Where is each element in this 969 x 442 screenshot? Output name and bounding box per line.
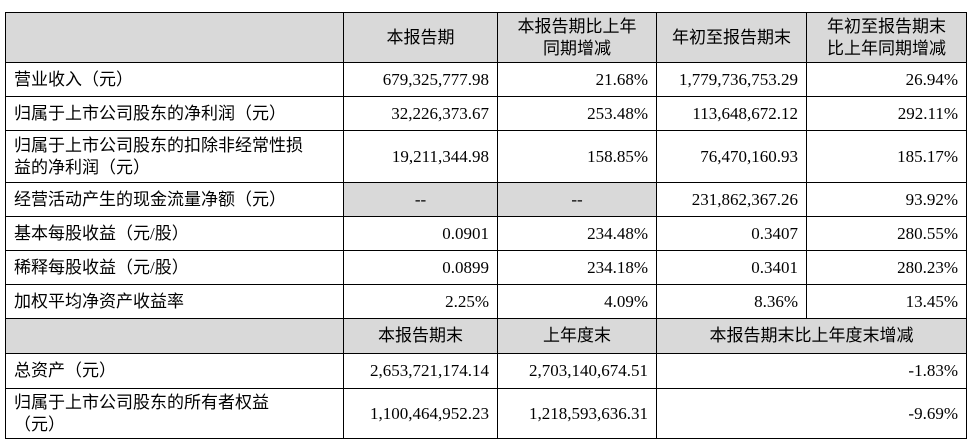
header-cell: 上年度末 <box>497 318 657 354</box>
header-cell: 本报告期末 <box>343 318 498 354</box>
header-cell <box>5 12 344 63</box>
value-cell: -- <box>497 182 657 217</box>
value-cell: 280.23% <box>806 250 967 285</box>
table-body: 本报告期 本报告期比上年 同期增减 年初至报告期末 年初至报告期末 比上年同期增减 营业… <box>5 12 967 439</box>
value-cell: 292.11% <box>806 96 967 131</box>
row-label: 归属于上市公司股东的净利润（元） <box>5 96 344 131</box>
value-cell: 2.25% <box>343 284 498 319</box>
value-cell: 0.0899 <box>343 250 498 285</box>
data-row: 稀释每股收益（元/股） 0.0899 234.18% 0.3401 280.23% <box>5 250 967 285</box>
value-cell: 1,779,736,753.29 <box>656 62 807 97</box>
value-cell: 234.18% <box>497 250 657 285</box>
value-cell: 1,100,464,952.23 <box>343 388 498 439</box>
value-cell: 8.36% <box>656 284 807 319</box>
value-cell: 280.55% <box>806 216 967 251</box>
value-cell: 2,703,140,674.51 <box>497 353 657 389</box>
header-cell: 年初至报告期末 <box>656 12 807 63</box>
data-row: 加权平均净资产收益率 2.25% 4.09% 8.36% 13.45% <box>5 284 967 319</box>
data-row: 归属于上市公司股东的所有者权益 （元） 1,100,464,952.23 1,218… <box>5 388 967 439</box>
row-label: 基本每股收益（元/股） <box>5 216 344 251</box>
row-label: 加权平均净资产收益率 <box>5 284 344 319</box>
value-cell: 93.92% <box>806 182 967 217</box>
financial-table: 本报告期 本报告期比上年 同期增减 年初至报告期末 年初至报告期末 比上年同期增减 营业… <box>5 12 967 439</box>
value-cell: 679,325,777.98 <box>343 62 498 97</box>
row-label: 归属于上市公司股东的所有者权益 （元） <box>5 388 344 439</box>
value-cell: 2,653,721,174.14 <box>343 353 498 389</box>
header-row: 本报告期 本报告期比上年 同期增减 年初至报告期末 年初至报告期末 比上年同期增减 <box>5 12 967 63</box>
row-label: 经营活动产生的现金流量净额（元） <box>5 182 344 217</box>
value-cell: 26.94% <box>806 62 967 97</box>
value-cell: 234.48% <box>497 216 657 251</box>
value-cell: 113,648,672.12 <box>656 96 807 131</box>
value-cell: 21.68% <box>497 62 657 97</box>
data-row: 经营活动产生的现金流量净额（元） -- -- 231,862,367.26 93.92% <box>5 182 967 217</box>
value-cell: 19,211,344.98 <box>343 130 498 183</box>
value-cell: -1.83% <box>656 353 967 389</box>
value-cell: 0.3407 <box>656 216 807 251</box>
row-label: 营业收入（元） <box>5 62 344 97</box>
value-cell: -9.69% <box>656 388 967 439</box>
header-cell: 本报告期末比上年度末增减 <box>656 318 967 354</box>
row-label: 稀释每股收益（元/股） <box>5 250 344 285</box>
value-cell: 1,218,593,636.31 <box>497 388 657 439</box>
row-label: 归属于上市公司股东的扣除非经常性损 益的净利润（元） <box>5 130 344 183</box>
value-cell: 185.17% <box>806 130 967 183</box>
data-row: 归属于上市公司股东的扣除非经常性损 益的净利润（元） 19,211,344.98 1… <box>5 130 967 183</box>
row-label: 总资产（元） <box>5 353 344 389</box>
value-cell: 76,470,160.93 <box>656 130 807 183</box>
value-cell: 32,226,373.67 <box>343 96 498 131</box>
value-cell: 231,862,367.26 <box>656 182 807 217</box>
header-cell: 本报告期比上年 同期增减 <box>497 12 657 63</box>
header-cell <box>5 318 344 354</box>
value-cell: 0.3401 <box>656 250 807 285</box>
value-cell: 4.09% <box>497 284 657 319</box>
value-cell: 253.48% <box>497 96 657 131</box>
data-row: 营业收入（元） 679,325,777.98 21.68% 1,779,736,753… <box>5 62 967 97</box>
value-cell: 13.45% <box>806 284 967 319</box>
value-cell: 0.0901 <box>343 216 498 251</box>
data-row: 基本每股收益（元/股） 0.0901 234.48% 0.3407 280.55% <box>5 216 967 251</box>
header-cell: 本报告期 <box>343 12 498 63</box>
value-cell: -- <box>343 182 498 217</box>
data-row: 归属于上市公司股东的净利润（元） 32,226,373.67 253.48% 113,… <box>5 96 967 131</box>
data-row: 总资产（元） 2,653,721,174.14 2,703,140,674.51 -1… <box>5 353 967 389</box>
header-cell: 年初至报告期末 比上年同期增减 <box>806 12 967 63</box>
header-row: 本报告期末 上年度末 本报告期末比上年度末增减 <box>5 318 967 354</box>
value-cell: 158.85% <box>497 130 657 183</box>
